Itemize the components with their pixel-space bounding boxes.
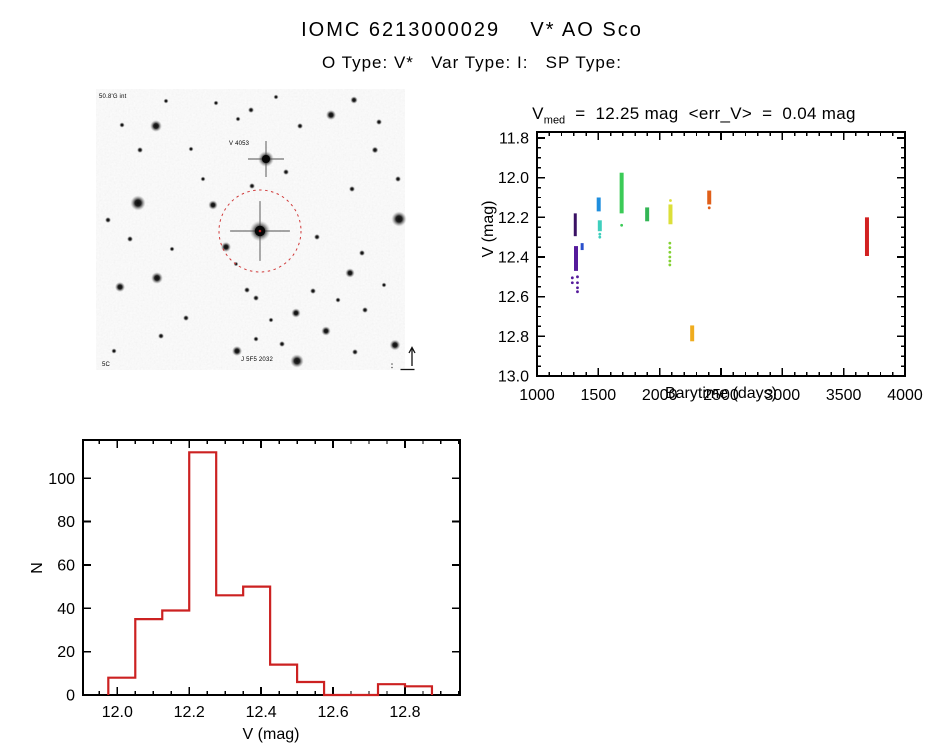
svg-text:12.4: 12.4 [498, 250, 529, 267]
svg-text:3500: 3500 [826, 387, 862, 404]
histogram-x-axis-label: V (mag) [243, 726, 300, 743]
svg-text:1000: 1000 [519, 387, 555, 404]
histogram-y-axis-label: N [29, 562, 46, 574]
svg-text:12.8: 12.8 [389, 704, 420, 721]
svg-text:2000: 2000 [642, 387, 678, 404]
histogram-axes [82, 439, 461, 696]
light-curve-tick-labels: 1000 1500 2000 2500 3000 3500 4000 11.8 12.0 12.2… [498, 131, 923, 405]
vmed-value-text: = 12.25 mag <err_V> = 0.04 mag [565, 104, 856, 123]
svg-text:12.2: 12.2 [174, 704, 205, 721]
svg-text:100: 100 [48, 471, 75, 488]
svg-text:12.0: 12.0 [102, 704, 133, 721]
light-curve-plot: 1000 1500 2000 2500 3000 3500 4000 11.8 12.0 12.2… [480, 131, 923, 405]
y-axis-label: V (mag) [480, 201, 497, 258]
svg-text:40: 40 [57, 601, 75, 618]
chart-corner-label: 50.8'G int [99, 94, 127, 100]
light-curve-title: Vmed = 12.25 mag <err_V> = 0.04 mag [502, 84, 856, 146]
star-field-stars [104, 94, 407, 368]
page-title: IOMC 6213000029 V* AO Sco [301, 19, 643, 41]
light-curve-panel: Vmed = 12.25 mag <err_V> = 0.04 mag 1000… [468, 84, 944, 409]
star-field-image: 50.8'G int V 4053 J 5F5 2032 5C [96, 89, 416, 371]
light-curve-data-points [570, 172, 869, 342]
bottom-left-label: 5C [102, 362, 111, 368]
page-subtitle: O Type: V* Var Type: I: SP Type: [322, 53, 622, 72]
histogram-bars [107, 451, 434, 697]
svg-text:1500: 1500 [581, 387, 617, 404]
histogram-plot: 12.0 12.2 12.4 12.6 12.8 0 20 40 60 80 100 V (mag)… [29, 439, 461, 743]
svg-text:0: 0 [66, 688, 75, 705]
compass-dots [391, 363, 393, 369]
vmed-subscript: med [543, 114, 566, 127]
compass-north-arrow-icon [408, 346, 416, 366]
svg-text:11.8: 11.8 [499, 131, 529, 148]
star-id-label: V 4053 [229, 141, 250, 147]
target-circle-overlay [218, 189, 302, 273]
histogram-panel: 12.0 12.2 12.4 12.6 12.8 0 20 40 60 80 100 V (mag)… [20, 428, 490, 747]
svg-text:4000: 4000 [887, 387, 923, 404]
svg-text:12.6: 12.6 [317, 704, 348, 721]
plate-date-label: J 5F5 2032 [241, 357, 273, 363]
histogram-tick-labels: 12.0 12.2 12.4 12.6 12.8 0 20 40 60 80 100 [48, 471, 420, 721]
svg-text:12.0: 12.0 [498, 170, 529, 187]
svg-text:12.4: 12.4 [246, 704, 277, 721]
finding-chart: 50.8'G int V 4053 J 5F5 2032 5C [83, 85, 433, 385]
svg-text:12.2: 12.2 [498, 210, 529, 227]
svg-text:3000: 3000 [765, 387, 801, 404]
light-curve-axes [536, 131, 906, 377]
svg-text:20: 20 [57, 644, 75, 661]
vmed-symbol: V [532, 104, 544, 123]
svg-text:12.6: 12.6 [498, 289, 529, 306]
svg-text:12.8: 12.8 [498, 329, 529, 346]
svg-text:2500: 2500 [703, 387, 739, 404]
svg-text:60: 60 [57, 557, 75, 574]
svg-text:80: 80 [57, 514, 75, 531]
svg-text:13.0: 13.0 [498, 369, 529, 386]
x-axis-label: Barytime (days) [665, 385, 777, 402]
